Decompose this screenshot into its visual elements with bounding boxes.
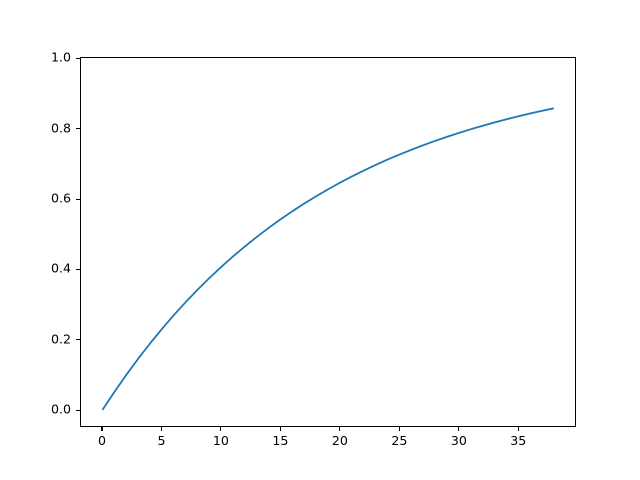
x-tick-mark [339, 427, 341, 431]
x-tick-mark [458, 427, 460, 431]
x-tick-label: 30 [450, 433, 467, 448]
y-tick-label: 0.0 [50, 401, 71, 417]
x-tick-mark [101, 427, 103, 431]
plot-canvas [81, 58, 575, 426]
x-tick-label: 5 [157, 433, 166, 448]
x-tick-label: 25 [391, 433, 408, 448]
x-tick-label: 0 [97, 433, 107, 448]
x-tick-mark [279, 427, 281, 431]
x-tick-label: 15 [272, 433, 289, 448]
x-tick-mark [517, 427, 519, 431]
y-tick-mark [76, 57, 80, 59]
y-tick-mark [76, 198, 80, 200]
x-tick-label: 35 [510, 433, 527, 448]
x-tick-label: 10 [212, 433, 229, 448]
x-tick-mark [220, 427, 222, 431]
y-tick-label: 0.8 [50, 120, 71, 136]
y-tick-label: 1.0 [50, 50, 71, 65]
y-tick-mark [76, 268, 80, 270]
plot-axes [80, 57, 576, 427]
y-tick-mark [76, 128, 80, 130]
y-tick-label: 0.4 [50, 261, 71, 277]
data-series-line [103, 108, 553, 409]
x-tick-label: 20 [331, 433, 348, 448]
y-tick-label: 0.2 [50, 331, 71, 347]
y-tick-mark [76, 409, 80, 411]
y-tick-label: 0.6 [50, 190, 71, 206]
x-tick-mark [398, 427, 400, 431]
y-tick-mark [76, 339, 80, 341]
x-tick-mark [160, 427, 163, 431]
